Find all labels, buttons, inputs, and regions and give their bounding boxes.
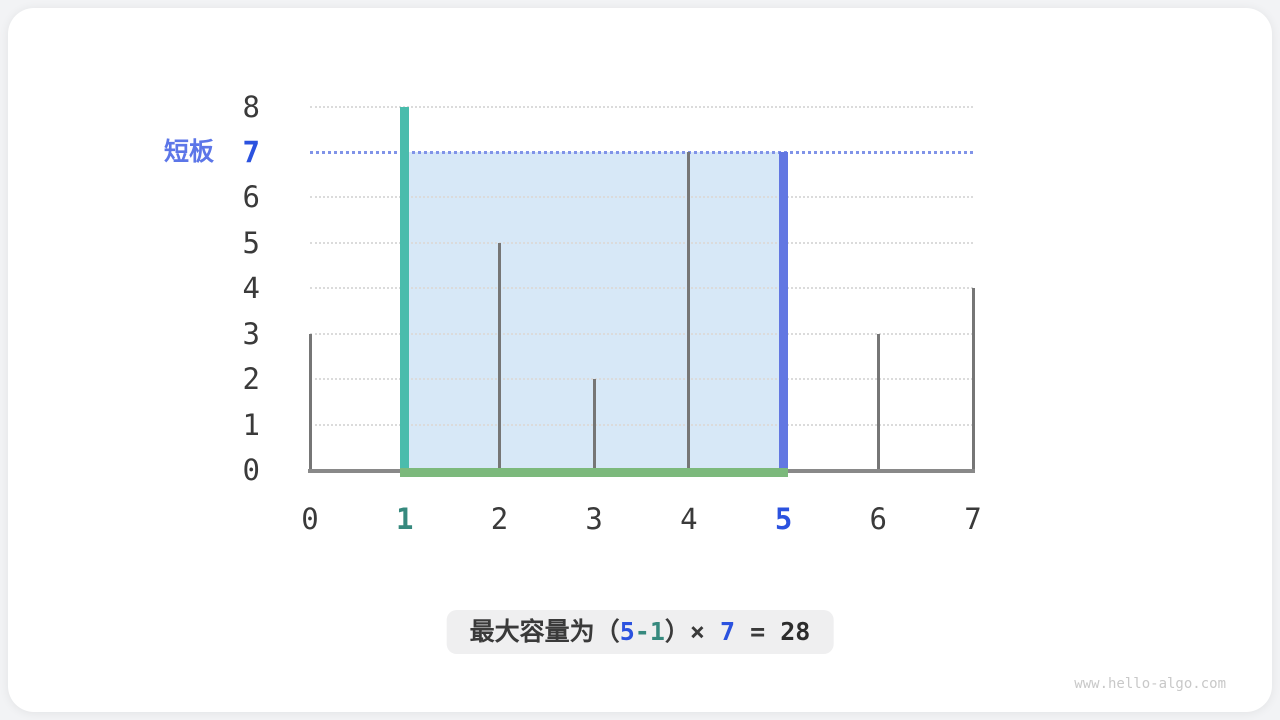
y-tick-label: 1 bbox=[242, 407, 260, 442]
gridline bbox=[310, 332, 973, 335]
y-tick-label: 3 bbox=[242, 316, 260, 351]
caption-segment: ）× bbox=[664, 617, 720, 646]
shortboard-label: 短板 bbox=[163, 138, 214, 166]
bar bbox=[592, 379, 596, 470]
bar bbox=[308, 333, 312, 470]
caption-segment: 1 bbox=[649, 617, 665, 646]
right-pointer-bar bbox=[779, 152, 789, 470]
x-tick-label: 6 bbox=[869, 502, 888, 536]
caption-segment: 5 bbox=[619, 617, 635, 646]
gridline bbox=[310, 241, 973, 244]
bar bbox=[497, 242, 501, 470]
y-tick-label: 8 bbox=[242, 89, 260, 124]
gridline bbox=[310, 287, 973, 290]
caption-segment: 7 bbox=[719, 617, 736, 646]
y-tick-label: 0 bbox=[242, 453, 260, 487]
base-highlight-bar bbox=[400, 468, 789, 477]
caption-formula: 最大容量为（5-1）× 7 = 28 bbox=[446, 610, 834, 654]
x-tick-label: 1 bbox=[395, 502, 414, 536]
watermark-text: www.hello-algo.com bbox=[1074, 676, 1226, 692]
gridline bbox=[310, 105, 973, 108]
caption-segment: 28 bbox=[780, 617, 811, 646]
x-tick-label: 2 bbox=[490, 502, 509, 536]
x-tick-label: 7 bbox=[964, 502, 982, 536]
bar bbox=[687, 152, 691, 470]
x-tick-label: 0 bbox=[301, 502, 319, 536]
x-tick-label: 5 bbox=[774, 502, 793, 536]
x-tick-label: 3 bbox=[585, 502, 603, 536]
gridline bbox=[310, 378, 973, 381]
bar bbox=[876, 333, 880, 470]
x-tick-label: 4 bbox=[680, 502, 698, 536]
caption-segment: = bbox=[735, 617, 781, 646]
caption-segment: - bbox=[634, 617, 650, 646]
y-tick-label: 5 bbox=[242, 225, 260, 260]
y-tick-label: 4 bbox=[242, 271, 260, 306]
gridline bbox=[310, 423, 973, 426]
y-tick-label: 2 bbox=[242, 362, 260, 397]
caption-segment: 最大容量为（ bbox=[469, 617, 620, 646]
gridline bbox=[310, 196, 973, 199]
y-tick-label: 6 bbox=[242, 180, 260, 215]
bar bbox=[971, 288, 975, 470]
y-tick-label: 7 bbox=[242, 135, 260, 170]
left-pointer-bar bbox=[400, 106, 410, 470]
shortboard-dotted-line bbox=[310, 151, 973, 155]
